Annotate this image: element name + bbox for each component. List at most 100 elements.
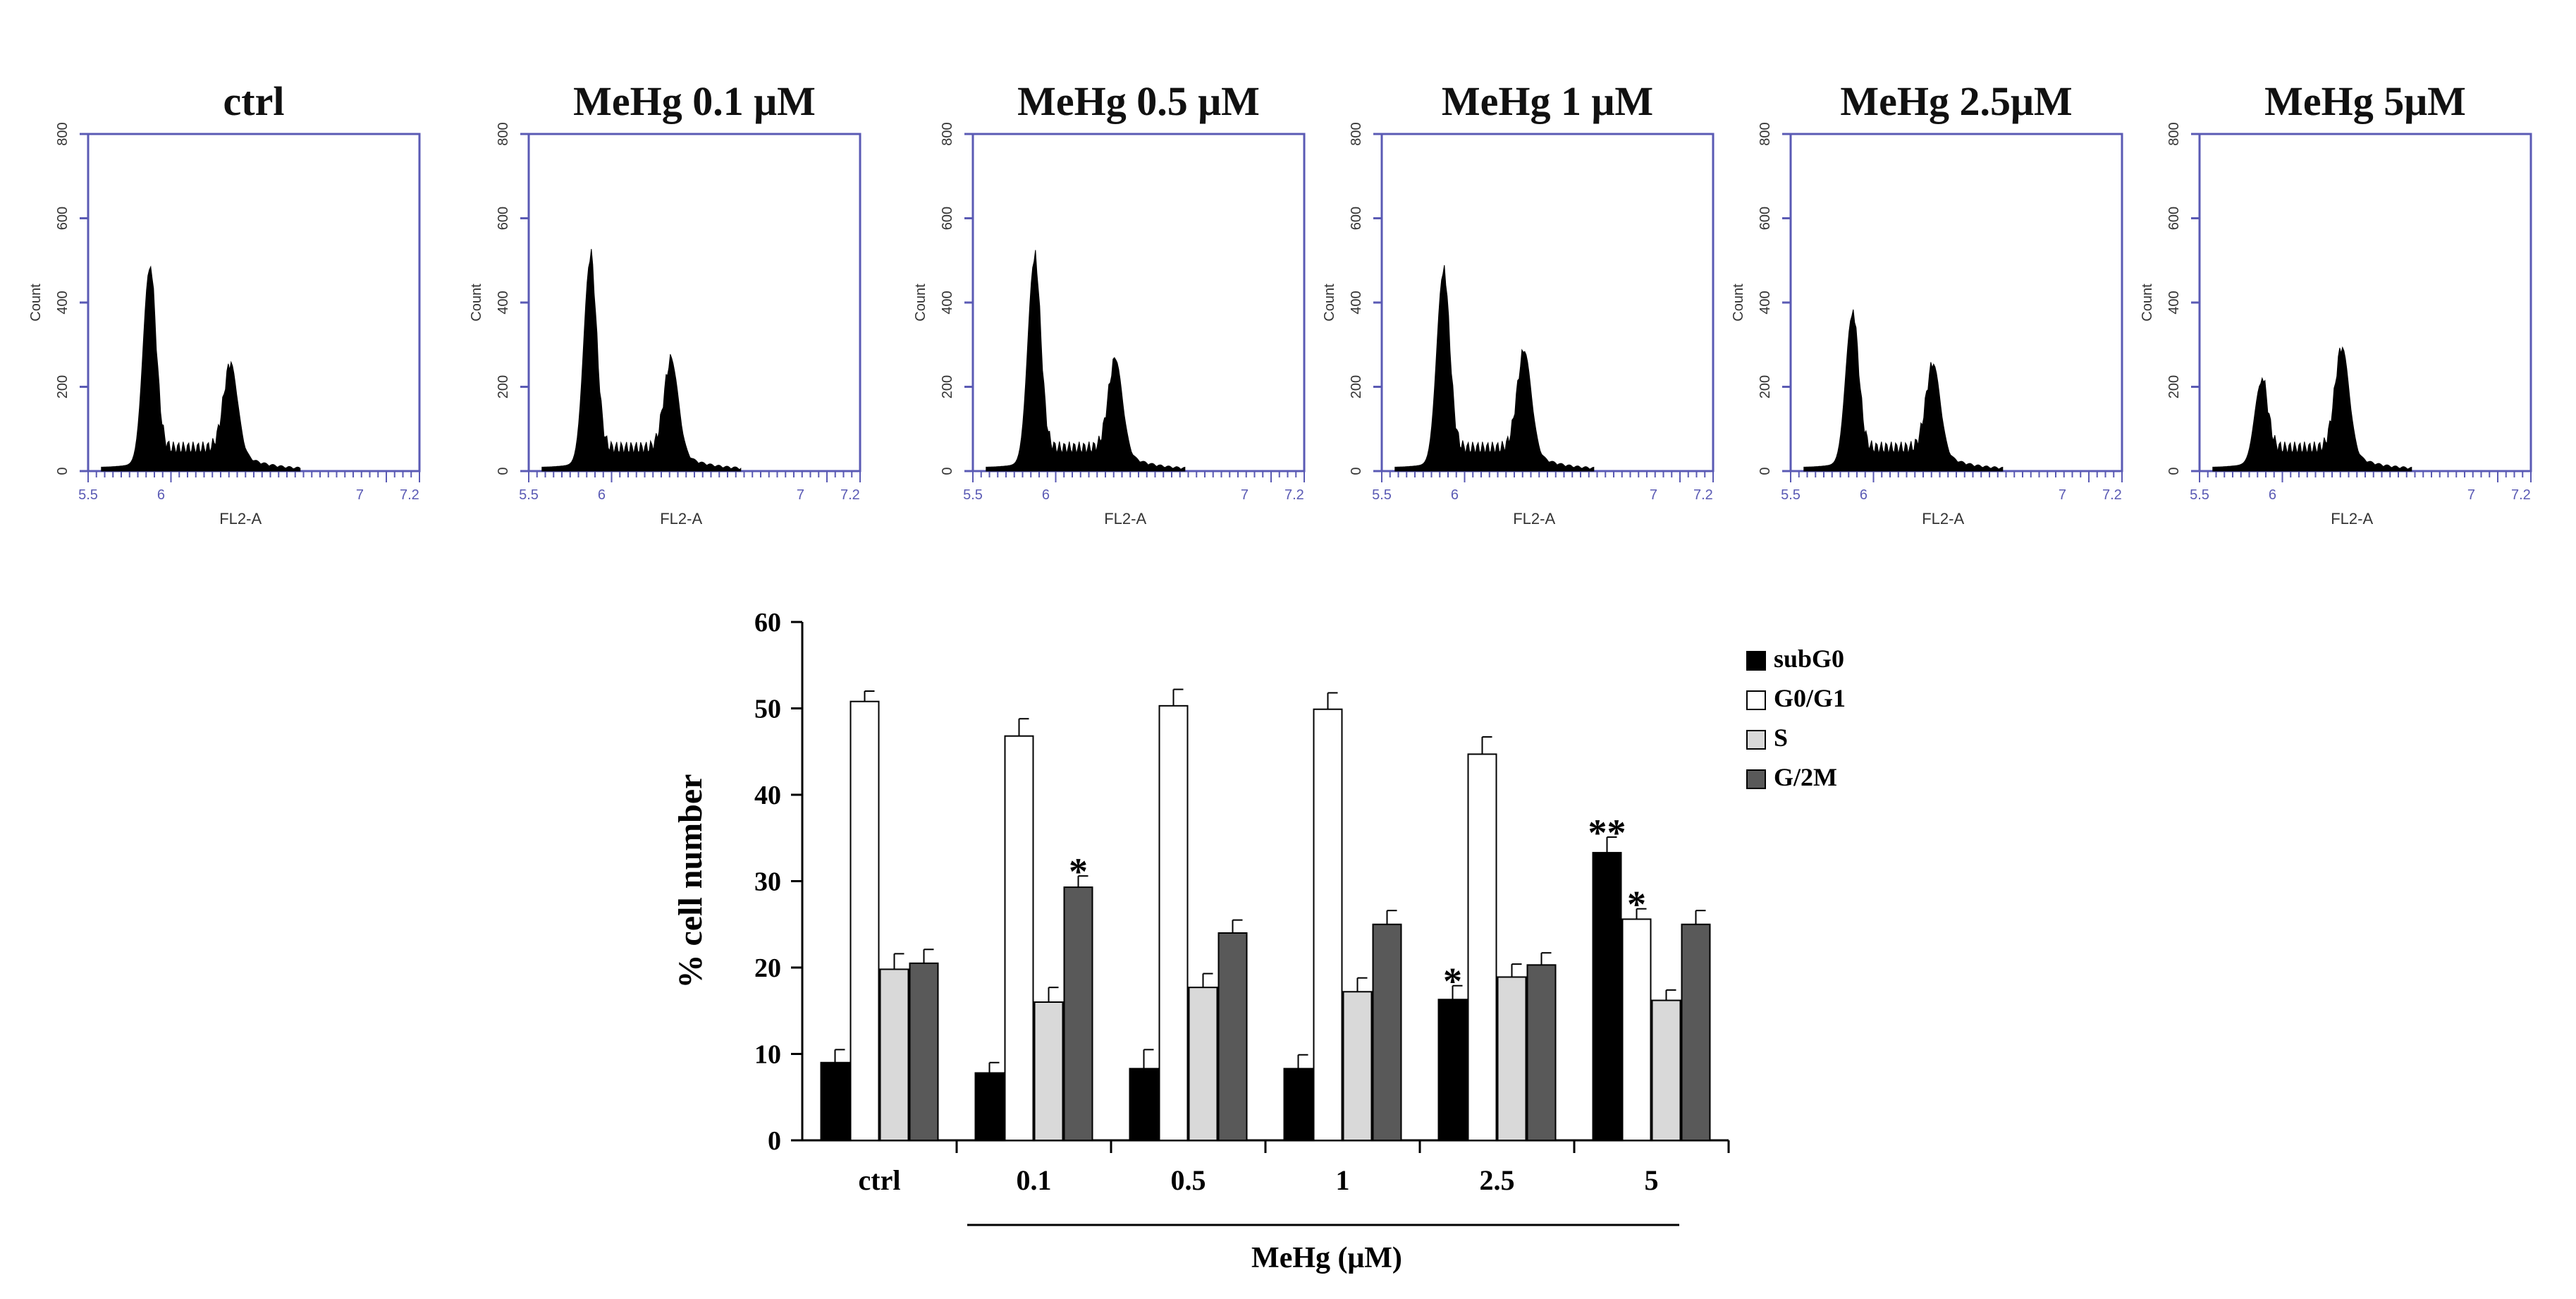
x-tick-label: 2.5 bbox=[1480, 1164, 1515, 1196]
bar bbox=[1467, 753, 1497, 1142]
histogram-panel: MeHg 2.5μM 0 200 400 600 800 Count 5.5 6 7 7.2 FL2-… bbox=[1731, 78, 2123, 527]
x-tick-label: 6 bbox=[157, 487, 165, 503]
y-tick-label: 200 bbox=[496, 375, 511, 398]
y-tick-label: 800 bbox=[1758, 122, 1773, 145]
y-tick-label: 800 bbox=[1349, 122, 1364, 145]
panel-title: MeHg 2.5μM bbox=[1840, 78, 2072, 124]
y-tick-label: 30 bbox=[754, 867, 781, 897]
cell-cycle-bar-chart: 0 10 20 30 40 50 60 % cell number ctrl 0.1 0.5 1 2.5… bbox=[672, 608, 1846, 1274]
x-axis-label: FL2-A bbox=[1513, 510, 1555, 527]
significance-marker: ** bbox=[1588, 812, 1626, 854]
x-axis-label: FL2-A bbox=[1104, 510, 1146, 527]
plot-frame bbox=[1380, 133, 1715, 472]
legend-label: subG0 bbox=[1774, 645, 1844, 673]
legend-label: S bbox=[1774, 724, 1788, 752]
bar bbox=[1592, 852, 1622, 1141]
bar bbox=[1437, 999, 1468, 1141]
y-tick-label: 400 bbox=[2166, 291, 2182, 314]
y-tick-label: 0 bbox=[1758, 467, 1773, 475]
x-tick-label: 7 bbox=[2059, 487, 2066, 503]
x-tick-label: 5.5 bbox=[963, 487, 983, 503]
y-tick-label: 200 bbox=[2166, 375, 2182, 398]
panel-title: MeHg 0.5 μM bbox=[1017, 78, 1260, 124]
histogram-fill bbox=[101, 265, 301, 472]
y-tick-label: 600 bbox=[55, 207, 70, 230]
bar bbox=[909, 962, 939, 1141]
histogram-panel: ctrl 0 200 400 600 800 Count 5.5 6 7 7.2 FL2-A bbox=[28, 78, 421, 527]
x-tick-label: 5.5 bbox=[78, 487, 98, 503]
y-tick-label: 20 bbox=[754, 953, 781, 983]
x-tick-label: 7.2 bbox=[840, 487, 860, 503]
plot-frame bbox=[527, 133, 861, 472]
bar bbox=[1651, 999, 1681, 1142]
x-tick-label: 7 bbox=[1241, 487, 1249, 503]
significance-marker: * bbox=[1627, 884, 1646, 926]
bar bbox=[1188, 987, 1218, 1142]
bar bbox=[1372, 923, 1402, 1141]
x-tick-label: 7 bbox=[1650, 487, 1657, 503]
bar bbox=[974, 1072, 1005, 1141]
histogram-fill bbox=[541, 248, 742, 472]
histogram-fill bbox=[1394, 264, 1595, 472]
bar bbox=[1497, 976, 1527, 1141]
y-axis-label: Count bbox=[469, 283, 484, 322]
legend-swatch bbox=[1746, 730, 1766, 750]
bar bbox=[1621, 918, 1652, 1142]
bar bbox=[1158, 705, 1189, 1141]
y-tick-label: 0 bbox=[2166, 467, 2182, 475]
y-axis-label: Count bbox=[28, 283, 44, 322]
y-tick-label: 400 bbox=[1349, 291, 1364, 314]
y-tick-label: 400 bbox=[1758, 291, 1773, 314]
x-tick-label: 7.2 bbox=[2102, 487, 2122, 503]
bar bbox=[1004, 735, 1034, 1141]
y-axis-label: Count bbox=[1731, 283, 1746, 322]
panel-title: MeHg 5μM bbox=[2264, 78, 2466, 124]
x-tick-label: 7.2 bbox=[1693, 487, 1713, 503]
y-tick-label: 0 bbox=[768, 1126, 781, 1156]
bar bbox=[1218, 932, 1248, 1141]
bar bbox=[820, 1061, 850, 1141]
x-axis-label: FL2-A bbox=[1922, 510, 1964, 527]
x-tick-label: 7 bbox=[797, 487, 804, 503]
x-tick-label: 6 bbox=[1860, 487, 1867, 503]
y-tick-label: 800 bbox=[496, 122, 511, 145]
bar bbox=[1313, 708, 1343, 1141]
x-tick-label: 5.5 bbox=[1781, 487, 1801, 503]
x-tick-label: 6 bbox=[598, 487, 606, 503]
histogram-panel: MeHg 1 μM 0 200 400 600 800 Count 5.5 6 7 7.2 FL2-A bbox=[1322, 78, 1715, 527]
histogram-panel: MeHg 0.5 μM 0 200 400 600 800 Count 5.5 6 7 7.2 FL2… bbox=[913, 78, 1306, 527]
x-tick-label: 7.2 bbox=[1284, 487, 1304, 503]
x-axis-label: FL2-A bbox=[660, 510, 702, 527]
x-tick-label: 5 bbox=[1645, 1164, 1659, 1196]
y-tick-label: 600 bbox=[496, 207, 511, 230]
y-tick-label: 0 bbox=[496, 467, 511, 475]
x-axis-label: FL2-A bbox=[219, 510, 262, 527]
histogram-panel: MeHg 0.1 μM 0 200 400 600 800 Count 5.5 6 7 7.2 FL2… bbox=[469, 78, 861, 527]
y-tick-label: 600 bbox=[2166, 207, 2182, 230]
legend-swatch bbox=[1746, 690, 1766, 710]
y-tick-label: 800 bbox=[55, 122, 70, 145]
legend-label: G0/G1 bbox=[1774, 684, 1846, 712]
bar bbox=[1129, 1068, 1159, 1141]
x-tick-label: ctrl bbox=[859, 1164, 901, 1196]
x-tick-label: 0.5 bbox=[1171, 1164, 1206, 1196]
bar bbox=[1342, 991, 1373, 1142]
y-tick-label: 600 bbox=[940, 207, 955, 230]
y-tick-label: 40 bbox=[754, 781, 781, 810]
x-tick-label: 5.5 bbox=[519, 487, 539, 503]
bar bbox=[1034, 1001, 1064, 1141]
histogram-fill bbox=[1803, 309, 2004, 472]
x-axis-label: MeHg (μM) bbox=[1251, 1242, 1402, 1274]
legend-label: G/2M bbox=[1774, 763, 1837, 791]
y-axis-label: Count bbox=[2140, 283, 2155, 322]
x-tick-label: 5.5 bbox=[2190, 487, 2209, 503]
bar bbox=[1681, 923, 1711, 1141]
x-tick-label: 6 bbox=[2269, 487, 2276, 503]
x-tick-label: 5.5 bbox=[1372, 487, 1392, 503]
plot-frame bbox=[971, 133, 1306, 472]
significance-marker: * bbox=[1069, 850, 1088, 893]
x-tick-label: 7.2 bbox=[2511, 487, 2531, 503]
y-tick-label: 0 bbox=[940, 467, 955, 475]
